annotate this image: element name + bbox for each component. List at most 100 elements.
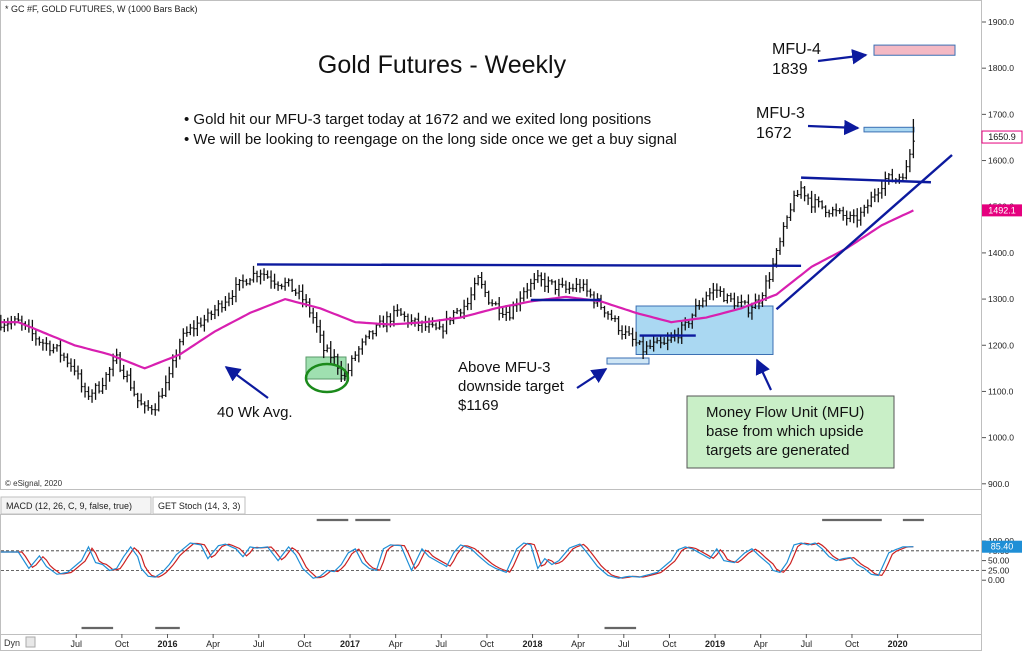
price-bar (722, 288, 726, 303)
price-tick-label: 900.0 (988, 479, 1010, 489)
price-bar (571, 283, 575, 292)
trendlines (257, 154, 953, 337)
time-tick-label: Oct (480, 639, 495, 649)
price-bar (336, 353, 340, 375)
price-tick-label: 1400.0 (988, 248, 1014, 258)
time-tick-label: Jul (801, 639, 813, 649)
price-bar (480, 271, 484, 289)
price-bar (817, 196, 821, 208)
price-bar (694, 298, 698, 318)
price-bar (546, 276, 550, 293)
price-bar (237, 279, 242, 291)
mfu-callout-line-2: base from which upside (706, 423, 864, 440)
price-bar (283, 277, 287, 291)
price-bar (248, 278, 252, 286)
price-bar (539, 272, 543, 287)
price-bar (202, 314, 206, 332)
mfu3-value: 1672 (756, 125, 792, 142)
price-bar (655, 337, 659, 344)
price-bar (451, 310, 456, 325)
price-bar (90, 389, 94, 403)
price-bar (62, 352, 66, 362)
commentary-line-2: • We will be looking to reengage on the … (184, 131, 677, 148)
price-bar (469, 287, 473, 310)
price-bar (86, 386, 91, 400)
mfu-callout-arrow (755, 358, 772, 391)
time-tick-label: Apr (389, 639, 403, 649)
price-bar (69, 358, 73, 372)
price-bar (374, 322, 378, 337)
price-bar (139, 393, 143, 406)
price-bar (529, 278, 533, 298)
price-bar (311, 307, 315, 324)
price-bar (852, 209, 856, 224)
price-bar (111, 353, 115, 377)
price-bar (104, 372, 108, 390)
price-bar (662, 337, 666, 345)
price-bar (276, 281, 280, 291)
price-bar (251, 265, 256, 283)
trendline (257, 263, 802, 268)
dyn-toggle[interactable] (25, 636, 36, 648)
ma-price-label: 1492.1 (988, 205, 1016, 215)
price-bar (153, 403, 157, 416)
price-bar (697, 300, 701, 310)
tab-stoch[interactable] (152, 496, 246, 515)
tab-stoch-label: GET Stoch (14, 3, 3) (158, 501, 240, 511)
price-bar (206, 308, 210, 323)
price-bar (560, 277, 564, 288)
price-bar (332, 349, 336, 365)
price-bar (381, 315, 385, 328)
price-bar (606, 311, 610, 320)
price-bar (838, 208, 842, 214)
price-bar (669, 332, 673, 343)
mfu3-target-zone (863, 126, 915, 133)
price-bar (581, 279, 586, 292)
price-bar (781, 222, 786, 247)
price-bar (213, 304, 217, 320)
price-tick-label: 1600.0 (988, 156, 1014, 166)
price-bar (630, 327, 635, 347)
price-bar (37, 336, 41, 346)
price-bar (616, 316, 621, 335)
chart-title: Gold Futures - Weekly (318, 51, 567, 79)
stochastic-last-badge: 85.40 (982, 540, 1022, 553)
price-bar (185, 326, 189, 337)
price-bar (680, 321, 684, 344)
price-bar (634, 331, 638, 347)
mfu-callout: Money Flow Unit (MFU) base from which up… (686, 395, 895, 469)
stochastic-tick-label: 50.00 (988, 556, 1010, 566)
price-bar (473, 277, 477, 301)
price-bar (911, 118, 915, 159)
mfu-callout-box (686, 395, 895, 469)
ma-price-badge: 1492.1 (982, 204, 1022, 217)
price-bar (188, 323, 192, 336)
price-bar (6, 317, 10, 332)
price-bar (16, 313, 20, 322)
price-bar (820, 200, 824, 210)
tab-macd[interactable] (0, 496, 152, 515)
price-bar (483, 280, 487, 298)
price-bar (385, 311, 389, 333)
price-bar (806, 193, 810, 205)
price-bar (652, 336, 656, 352)
price-bar (602, 305, 607, 318)
price-bar (72, 359, 77, 376)
price-bar (557, 278, 561, 297)
indicator-tabs: MACD (12, 26, C, 9, false, true) GET Sto… (0, 496, 246, 515)
time-tick-label: 2017 (340, 639, 360, 649)
price-bar (192, 320, 196, 337)
price-bar (588, 288, 593, 298)
price-bar (880, 181, 884, 199)
trendline (775, 154, 953, 311)
price-bar (753, 293, 758, 309)
price-bar (118, 351, 122, 373)
price-bar (167, 366, 171, 391)
last-price-label: 1650.9 (988, 132, 1016, 142)
price-bar (287, 278, 291, 287)
price-bar (199, 317, 203, 328)
price-bar (399, 308, 403, 316)
price-bar (48, 340, 52, 356)
price-bar (567, 282, 572, 294)
price-bar (866, 199, 870, 214)
